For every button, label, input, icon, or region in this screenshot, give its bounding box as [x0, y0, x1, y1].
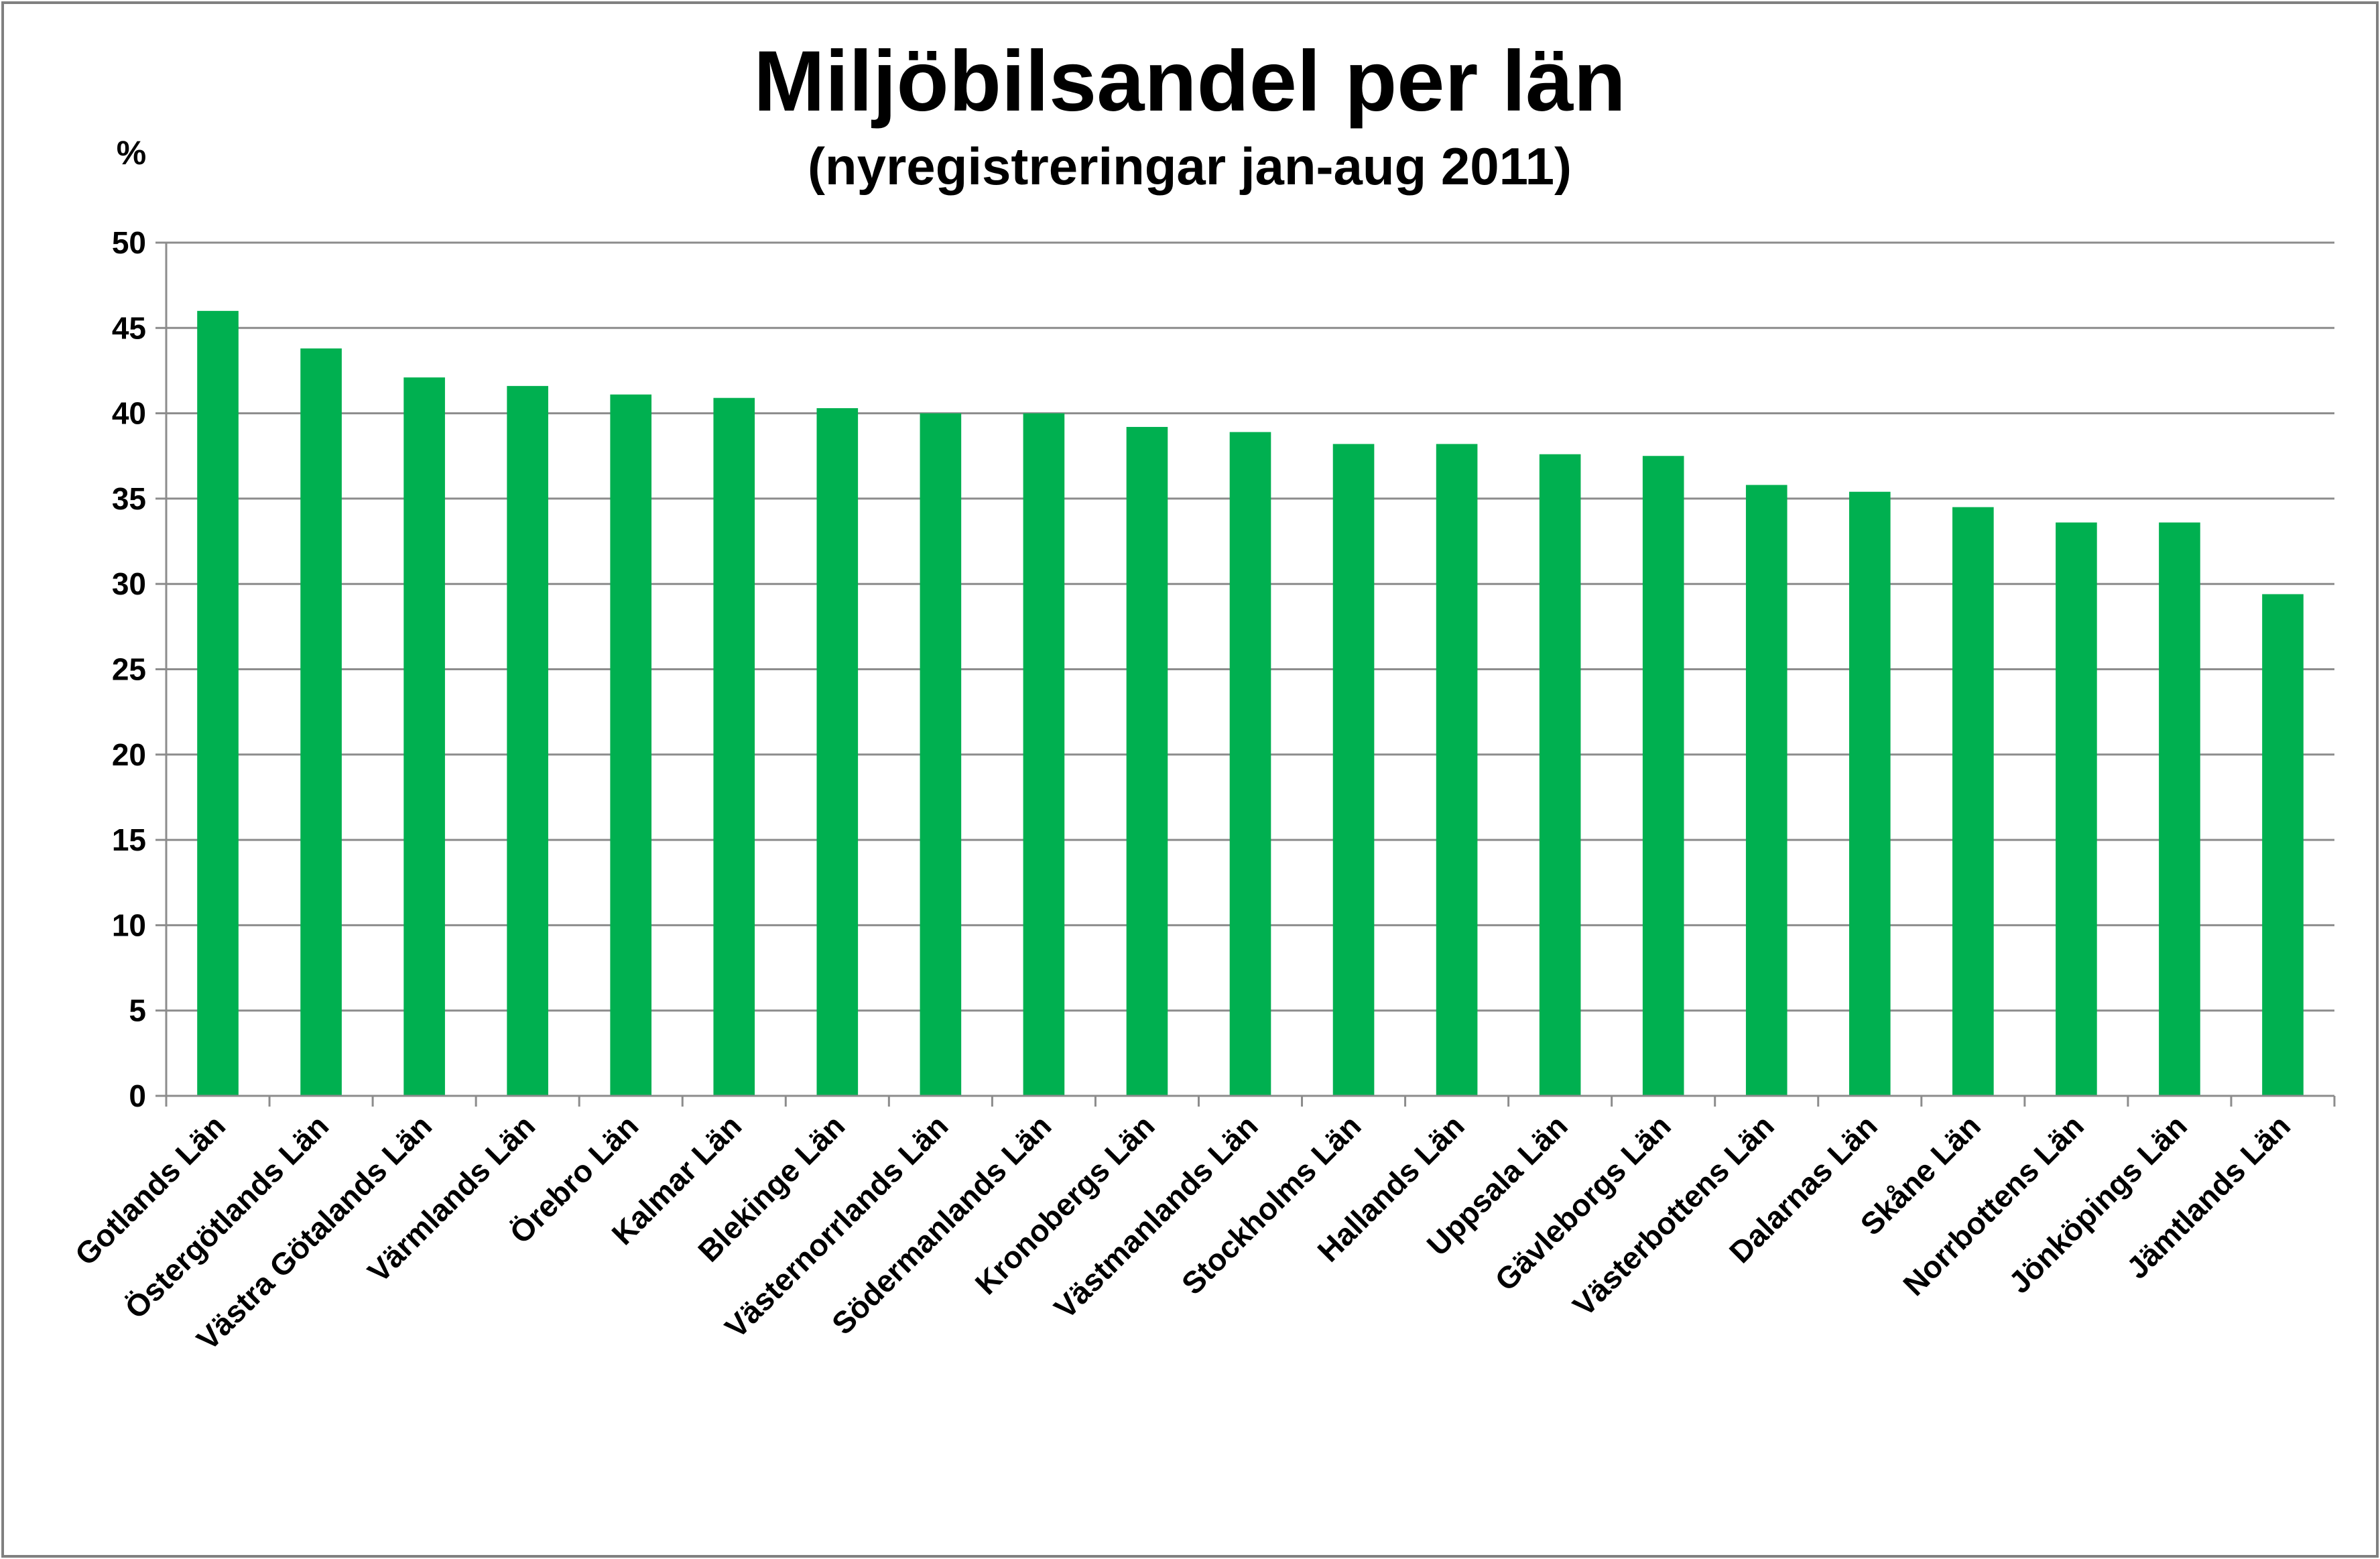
- bar: [713, 397, 755, 1096]
- axes: [155, 241, 2336, 1107]
- y-tick-label: 25: [112, 652, 146, 687]
- y-tick-label: 40: [112, 396, 146, 431]
- y-tick-label: 15: [112, 822, 146, 857]
- bar: [507, 385, 548, 1096]
- y-axis-label: %: [117, 134, 146, 172]
- bar: [1952, 507, 1994, 1096]
- bar: [610, 394, 652, 1096]
- bar: [920, 413, 962, 1096]
- y-tick-label: 10: [112, 908, 146, 942]
- y-tick-labels: 0 5 10 15 20 25 30 35 40 45 50: [112, 225, 146, 1113]
- bar: [197, 310, 239, 1097]
- chart-title: Miljöbilsandel per län: [753, 34, 1626, 129]
- bar: [300, 348, 342, 1096]
- bar: [2262, 594, 2304, 1096]
- y-tick-label: 5: [129, 993, 146, 1028]
- chart-subtitle: (nyregistreringar jan-aug 2011): [808, 137, 1572, 196]
- bar: [403, 377, 445, 1096]
- bars: [197, 310, 2304, 1097]
- bar: [816, 408, 859, 1097]
- bar: [1126, 426, 1168, 1096]
- y-tick-label: 20: [112, 737, 146, 772]
- bar: [1539, 454, 1581, 1096]
- bar: [1229, 432, 1271, 1096]
- bar: [1332, 444, 1375, 1096]
- bar: [1023, 413, 1065, 1096]
- bar: [1642, 456, 1684, 1096]
- y-tick-label: 35: [112, 481, 146, 516]
- y-tick-label: 45: [112, 310, 146, 345]
- bar: [1436, 444, 1478, 1096]
- bar: [2056, 522, 2097, 1096]
- y-tick-label: 30: [112, 566, 146, 601]
- bar: [1849, 491, 1891, 1096]
- bar: [2159, 522, 2200, 1096]
- y-tick-label: 50: [112, 225, 146, 260]
- bar: [1745, 485, 1788, 1096]
- y-tick-label: 0: [129, 1078, 146, 1113]
